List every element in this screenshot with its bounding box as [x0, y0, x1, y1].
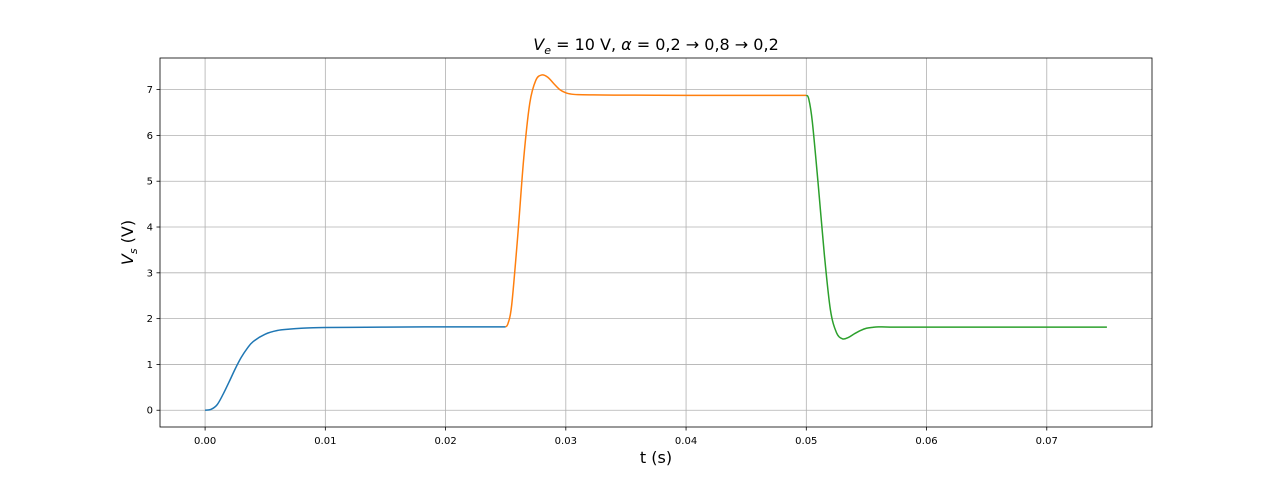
y-label-unit: (V) [118, 220, 137, 249]
y-tick-label: 2 [147, 314, 153, 325]
x-tick-label: 0.04 [675, 436, 697, 447]
title-value: = 10 V, [551, 35, 621, 54]
y-tick-label: 7 [147, 85, 153, 96]
x-tick-label: 0.02 [434, 436, 456, 447]
y-tick-label: 3 [147, 268, 153, 279]
x-tick-label: 0.03 [555, 436, 577, 447]
title-alpha-values: = 0,2 → 0,8 → 0,2 [632, 35, 779, 54]
y-tick-label: 1 [147, 360, 153, 371]
y-tick-label: 4 [147, 223, 153, 234]
x-axis-label: t (s) [640, 448, 672, 467]
y-tick-label: 5 [147, 177, 153, 188]
plot-frame [159, 57, 1153, 428]
grid [160, 58, 1152, 427]
x-tick-label: 0.01 [314, 436, 336, 447]
plot-lines [204, 74, 1107, 411]
title-var: V [533, 35, 545, 54]
y-label-var: V [118, 253, 137, 265]
x-tick-label: 0.05 [795, 436, 817, 447]
axis-ticks: 0.00 0.01 0.02 0.03 0.04 0.05 0.06 0.07 0 1 2 3 4 5 6 7 [147, 85, 1058, 447]
title-alpha: α [621, 35, 632, 54]
y-tick-label: 6 [147, 131, 153, 142]
x-tick-label: 0.00 [194, 436, 216, 447]
x-tick-label: 0.07 [1036, 436, 1058, 447]
series-line-3 [805, 94, 1107, 340]
y-axis-label: Vs (V) [118, 220, 140, 265]
y-label-subscript: s [127, 248, 140, 254]
title-var-subscript: e [544, 44, 551, 57]
series-line-1 [204, 326, 506, 411]
chart-title: Ve = 10 V, α = 0,2 → 0,8 → 0,2 [533, 35, 779, 57]
series-line-2 [505, 74, 807, 328]
y-tick-label: 0 [147, 406, 153, 417]
x-tick-label: 0.06 [915, 436, 937, 447]
